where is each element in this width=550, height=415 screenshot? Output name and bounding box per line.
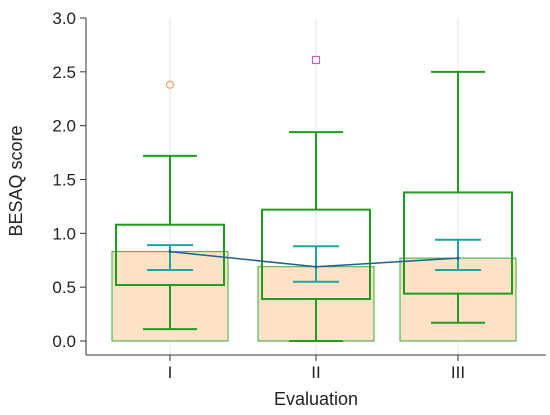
x-axis-title: Evaluation bbox=[274, 389, 358, 409]
y-tick-label-3.0: 3.0 bbox=[52, 9, 76, 28]
mean-point-ii bbox=[314, 265, 318, 269]
mean-point-iii bbox=[456, 256, 460, 260]
box-iii bbox=[403, 191, 513, 295]
mean-point-i bbox=[168, 250, 172, 254]
mean-line-series bbox=[168, 250, 460, 269]
outlier-points bbox=[165, 55, 321, 89]
bar-series bbox=[111, 251, 517, 342]
y-tick-label-2.5: 2.5 bbox=[52, 63, 76, 82]
x-tick-labels: I II III bbox=[168, 363, 465, 382]
box-ii bbox=[261, 208, 371, 301]
y-axis-title: BESAQ score bbox=[6, 125, 26, 236]
mean-ci-markers bbox=[147, 238, 481, 283]
y-tick-labels: 0.0 0.5 1.0 1.5 2.0 2.5 3.0 bbox=[52, 9, 76, 351]
y-tick-label-0.5: 0.5 bbox=[52, 278, 76, 297]
axes bbox=[80, 17, 546, 361]
y-tick-label-1.0: 1.0 bbox=[52, 224, 76, 243]
y-tick-label-0.0: 0.0 bbox=[52, 332, 76, 351]
y-tick-label-1.5: 1.5 bbox=[52, 171, 76, 190]
x-tick-label-i: I bbox=[168, 363, 173, 382]
box-plots bbox=[115, 70, 513, 342]
box-i bbox=[115, 223, 225, 287]
x-tick-label-iii: III bbox=[451, 363, 465, 382]
outlier-ii-0 bbox=[311, 55, 321, 65]
x-tick-label-ii: II bbox=[311, 363, 320, 382]
outlier-i-0 bbox=[165, 80, 175, 89]
y-tick-label-2.0: 2.0 bbox=[52, 117, 76, 136]
